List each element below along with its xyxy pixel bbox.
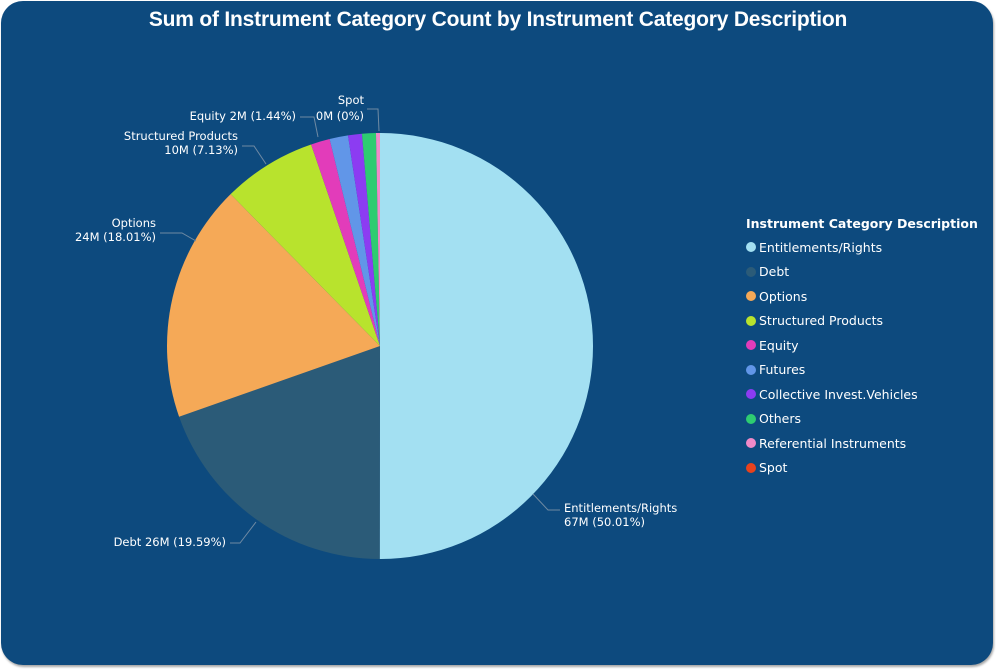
legend-item-referential-instruments[interactable]: Referential Instruments — [746, 431, 978, 456]
leader-line — [367, 108, 380, 132]
legend-dot-icon — [746, 266, 756, 277]
label-options-line1: Options — [112, 216, 156, 230]
legend-dot-icon — [746, 242, 756, 253]
legend-item-debt[interactable]: Debt — [746, 260, 978, 285]
legend-dot-icon — [746, 413, 756, 424]
legend-dot-icon — [746, 364, 756, 375]
label-spot-line1: Spot — [338, 93, 365, 107]
legend-item-options[interactable]: Options — [746, 284, 978, 309]
legend: Instrument Category Description Entitlem… — [746, 216, 978, 480]
label-spot-line2: 0M (0%) — [316, 109, 364, 123]
legend-item-futures[interactable]: Futures — [746, 358, 978, 383]
chart-title: Sum of Instrument Category Count by Inst… — [148, 8, 848, 31]
legend-item-others[interactable]: Others — [746, 407, 978, 432]
pie-slice-structured-products[interactable] — [230, 144, 380, 346]
label-entitlements-line2: 67M (50.01%) — [564, 515, 645, 529]
leader-line — [242, 145, 267, 165]
label-debt: Debt 26M (19.59%) — [114, 535, 226, 549]
legend-item-spot[interactable]: Spot — [746, 456, 978, 481]
legend-dot-icon — [746, 438, 756, 449]
legend-dot-icon — [746, 340, 756, 351]
pie-slice-others[interactable] — [361, 133, 380, 346]
label-equity: Equity 2M (1.44%) — [190, 109, 296, 123]
leader-line — [230, 521, 257, 544]
label-structured-line2: 10M (7.13%) — [164, 143, 238, 157]
pie-slice-referential-instruments[interactable] — [375, 133, 380, 346]
pie-slice-entitlements-rights[interactable] — [379, 133, 594, 559]
legend-dot-icon — [746, 315, 756, 326]
pie-slice-collective-invest-vehicles[interactable] — [347, 133, 380, 346]
legend-dot-icon — [746, 389, 756, 400]
data-labels: Entitlements/Rights 67M (50.01%) Debt 26… — [75, 93, 677, 549]
pie-slice-options[interactable] — [167, 194, 380, 417]
label-structured-line1: Structured Products — [124, 129, 238, 143]
leader-line — [300, 116, 319, 138]
legend-item-equity[interactable]: Equity — [746, 333, 978, 358]
pie-slice-debt[interactable] — [179, 346, 380, 559]
pie-slices — [167, 133, 594, 559]
label-entitlements-line1: Entitlements/Rights — [564, 501, 677, 515]
label-options-line2: 24M (18.01%) — [75, 230, 156, 244]
leader-lines — [160, 108, 560, 544]
legend-dot-icon — [746, 291, 756, 302]
pie-slice-equity[interactable] — [311, 139, 380, 346]
legend-title: Instrument Category Description — [746, 216, 978, 231]
leader-line — [532, 493, 560, 511]
legend-item-collective-invest-vehicles[interactable]: Collective Invest.Vehicles — [746, 382, 978, 407]
legend-item-structured-products[interactable]: Structured Products — [746, 309, 978, 334]
legend-item-entitlements-rights[interactable]: Entitlements/Rights — [746, 235, 978, 260]
legend-dot-icon — [746, 462, 756, 473]
pie-slice-futures[interactable] — [329, 135, 380, 346]
leader-line — [160, 232, 197, 242]
